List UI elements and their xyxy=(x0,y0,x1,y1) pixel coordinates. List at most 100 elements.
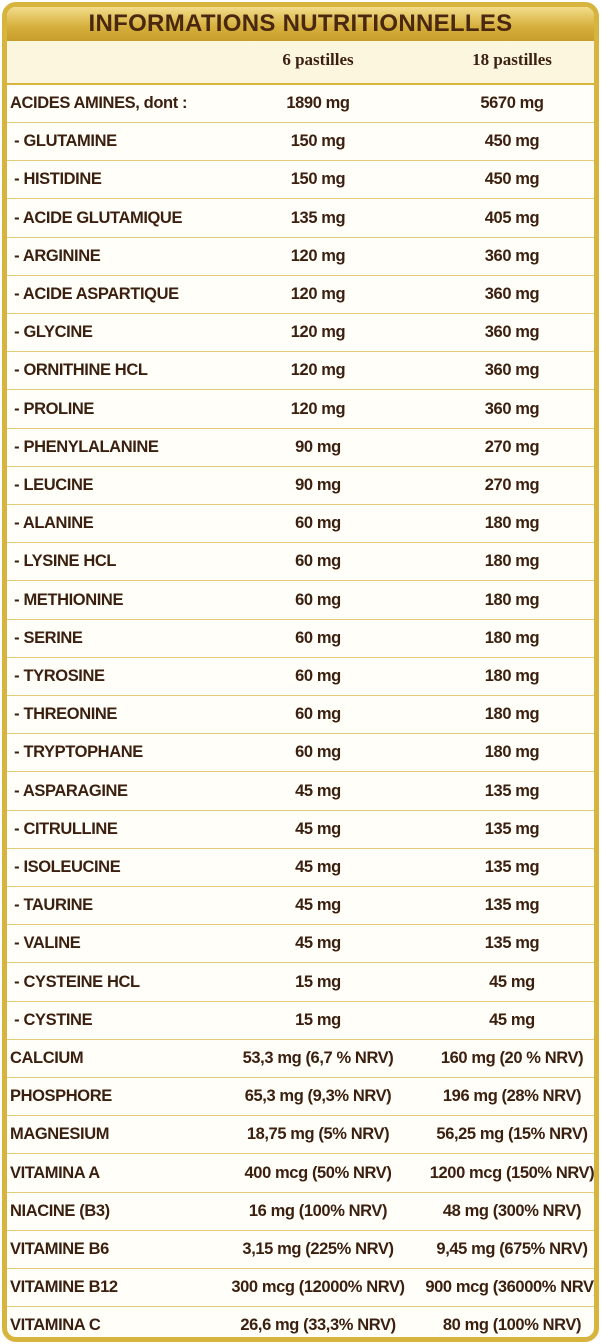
cell-value: 120 mg xyxy=(290,323,346,342)
cell-label: - TRYPTOPHANE xyxy=(10,743,143,762)
cell-value: 180 mg xyxy=(484,552,540,571)
cell-label: - CITRULLINE xyxy=(10,819,118,838)
cell-value: 180 mg xyxy=(484,743,540,762)
cell-label: - ASPARAGINE xyxy=(10,781,128,800)
cell-label: - ALANINE xyxy=(10,514,94,533)
column-header: 6 pastilles xyxy=(282,50,354,69)
cell-label: - LEUCINE xyxy=(10,476,94,494)
cell-label: ACIDES AMINES, dont : xyxy=(10,94,188,112)
cell-value: 60 mg xyxy=(295,628,341,647)
cell-label: NIACINE (B3) xyxy=(10,1201,110,1220)
cell-value: 60 mg xyxy=(295,705,341,724)
cell-value: 56,25 mg (15% NRV) xyxy=(436,1125,588,1144)
cell-value: 400 mcg (50% NRV) xyxy=(244,1163,392,1182)
cell-value: 45 mg xyxy=(295,819,341,838)
table-row: - ALANINE 60 mg 180 mg xyxy=(7,505,594,544)
cell-value: 48 mg (300% NRV) xyxy=(442,1201,582,1220)
cell-label: - ACIDE GLUTAMIQUE xyxy=(10,208,183,227)
cell-label: - GLYCINE xyxy=(10,323,93,342)
table-row: MAGNESIUM 18,75 mg (5% NRV) 56,25 mg (15% … xyxy=(7,1116,594,1155)
cell-value: 120 mg xyxy=(290,285,346,303)
table-row: - HISTIDINE 150 mg 450 mg xyxy=(7,161,594,200)
cell-value: 135 mg xyxy=(484,781,540,800)
table-row: - CYSTINE 15 mg 45 mg xyxy=(7,1002,594,1040)
cell-value: 90 mg xyxy=(295,437,341,456)
cell-value: 180 mg xyxy=(484,705,540,724)
cell-value: 45 mg xyxy=(489,972,535,991)
table-row: - GLYCINE 120 mg 360 mg xyxy=(7,314,594,353)
cell-label: - SERINE xyxy=(10,628,83,647)
table-row: ACIDES AMINES, dont : 1890 mg 5670 mg xyxy=(7,85,594,123)
table-row: - TAURINE 45 mg 135 mg xyxy=(7,887,594,926)
cell-label: - THREONINE xyxy=(10,705,118,724)
cell-value: 65,3 mg (9,3% NRV) xyxy=(244,1087,392,1106)
cell-label: VITAMINA A xyxy=(10,1163,100,1182)
cell-label: PHOSPHORE xyxy=(10,1087,112,1106)
cell-label: - CYSTINE xyxy=(10,1010,93,1029)
cell-value: 120 mg xyxy=(290,361,346,380)
table-row: - ORNITHINE HCL 120 mg 360 mg xyxy=(7,352,594,391)
cell-value: 405 mg xyxy=(484,208,540,227)
cell-value: 1890 mg xyxy=(286,94,350,112)
cell-value: 15 mg xyxy=(295,972,341,991)
cell-value: 53,3 mg (6,7 % NRV) xyxy=(242,1049,394,1067)
table-row: - PROLINE 120 mg 360 mg xyxy=(7,391,594,429)
table-row: - VALINE 45 mg 135 mg xyxy=(7,925,594,964)
cell-value: 270 mg xyxy=(484,437,540,456)
cell-label: VITAMINE B6 xyxy=(10,1240,109,1258)
cell-value: 300 mcg (12000% NRV) xyxy=(231,1278,405,1297)
cell-value: 9,45 mg (675% NRV) xyxy=(436,1240,588,1258)
table-row: VITAMINA A 400 mcg (50% NRV) 1200 mcg (150… xyxy=(7,1155,594,1193)
cell-label: - ACIDE ASPARTIQUE xyxy=(10,285,179,303)
cell-value: 135 mg xyxy=(290,208,346,227)
table-row: - ISOLEUCINE 45 mg 135 mg xyxy=(7,849,594,887)
cell-label: - VALINE xyxy=(10,934,81,953)
cell-value: 135 mg xyxy=(484,819,540,838)
table-row: - ARGININE 120 mg 360 mg xyxy=(7,238,594,276)
cell-value: 3,15 mg (225% NRV) xyxy=(242,1240,394,1258)
cell-label: - LYSINE HCL xyxy=(10,552,117,571)
table-row: VITAMINE B12 300 mcg (12000% NRV) 900 mcg … xyxy=(7,1269,594,1308)
cell-value: 45 mg xyxy=(295,858,341,876)
cell-label: VITAMINE B12 xyxy=(10,1278,118,1297)
cell-value: 160 mg (20 % NRV) xyxy=(440,1049,584,1067)
table-row: - TYROSINE 60 mg 180 mg xyxy=(7,658,594,696)
cell-value: 360 mg xyxy=(484,399,540,418)
cell-label: - TAURINE xyxy=(10,896,93,915)
table-row: - METHIONINE 60 mg 180 mg xyxy=(7,582,594,620)
table-row: VITAMINA C 26,6 mg (33,3% NRV) 80 mg (100%… xyxy=(7,1307,594,1337)
header-row: 6 pastilles 18 pastilles xyxy=(7,41,594,85)
cell-value: 60 mg xyxy=(295,552,341,571)
title: INFORMATIONS NUTRITIONNELLES xyxy=(7,7,594,41)
cell-label: - HISTIDINE xyxy=(10,170,102,189)
table-row: PHOSPHORE 65,3 mg (9,3% NRV) 196 mg (28% N… xyxy=(7,1078,594,1117)
cell-label: - ORNITHINE HCL xyxy=(10,361,148,380)
table-row: VITAMINE B6 3,15 mg (225% NRV) 9,45 mg (67… xyxy=(7,1231,594,1269)
cell-value: 1200 mcg (150% NRV) xyxy=(429,1163,595,1182)
cell-label: - METHIONINE xyxy=(10,590,124,609)
cell-label: VITAMINA C xyxy=(10,1316,101,1335)
cell-value: 60 mg xyxy=(295,590,341,609)
cell-value: 15 mg xyxy=(295,1010,341,1029)
cell-value: 180 mg xyxy=(484,628,540,647)
cell-value: 90 mg xyxy=(295,476,341,494)
cell-value: 450 mg xyxy=(484,132,540,151)
cell-value: 180 mg xyxy=(484,590,540,609)
cell-value: 120 mg xyxy=(290,399,346,418)
table-row: NIACINE (B3) 16 mg (100% NRV) 48 mg (300% … xyxy=(7,1193,594,1231)
cell-value: 45 mg xyxy=(489,1010,535,1029)
cell-value: 16 mg (100% NRV) xyxy=(248,1201,388,1220)
cell-value: 150 mg xyxy=(290,170,346,189)
cell-label: - PHENYLALANINE xyxy=(10,437,159,456)
cell-value: 60 mg xyxy=(295,743,341,762)
cell-value: 5670 mg xyxy=(480,94,544,112)
cell-label: - CYSTEINE HCL xyxy=(10,972,140,991)
cell-label: - ARGININE xyxy=(10,246,101,265)
cell-value: 180 mg xyxy=(484,667,540,685)
cell-value: 180 mg xyxy=(484,514,540,533)
cell-value: 60 mg xyxy=(295,667,341,685)
table-row: - THREONINE 60 mg 180 mg xyxy=(7,696,594,735)
table-row: - CITRULLINE 45 mg 135 mg xyxy=(7,811,594,849)
table-row: - GLUTAMINE 150 mg 450 mg xyxy=(7,123,594,162)
